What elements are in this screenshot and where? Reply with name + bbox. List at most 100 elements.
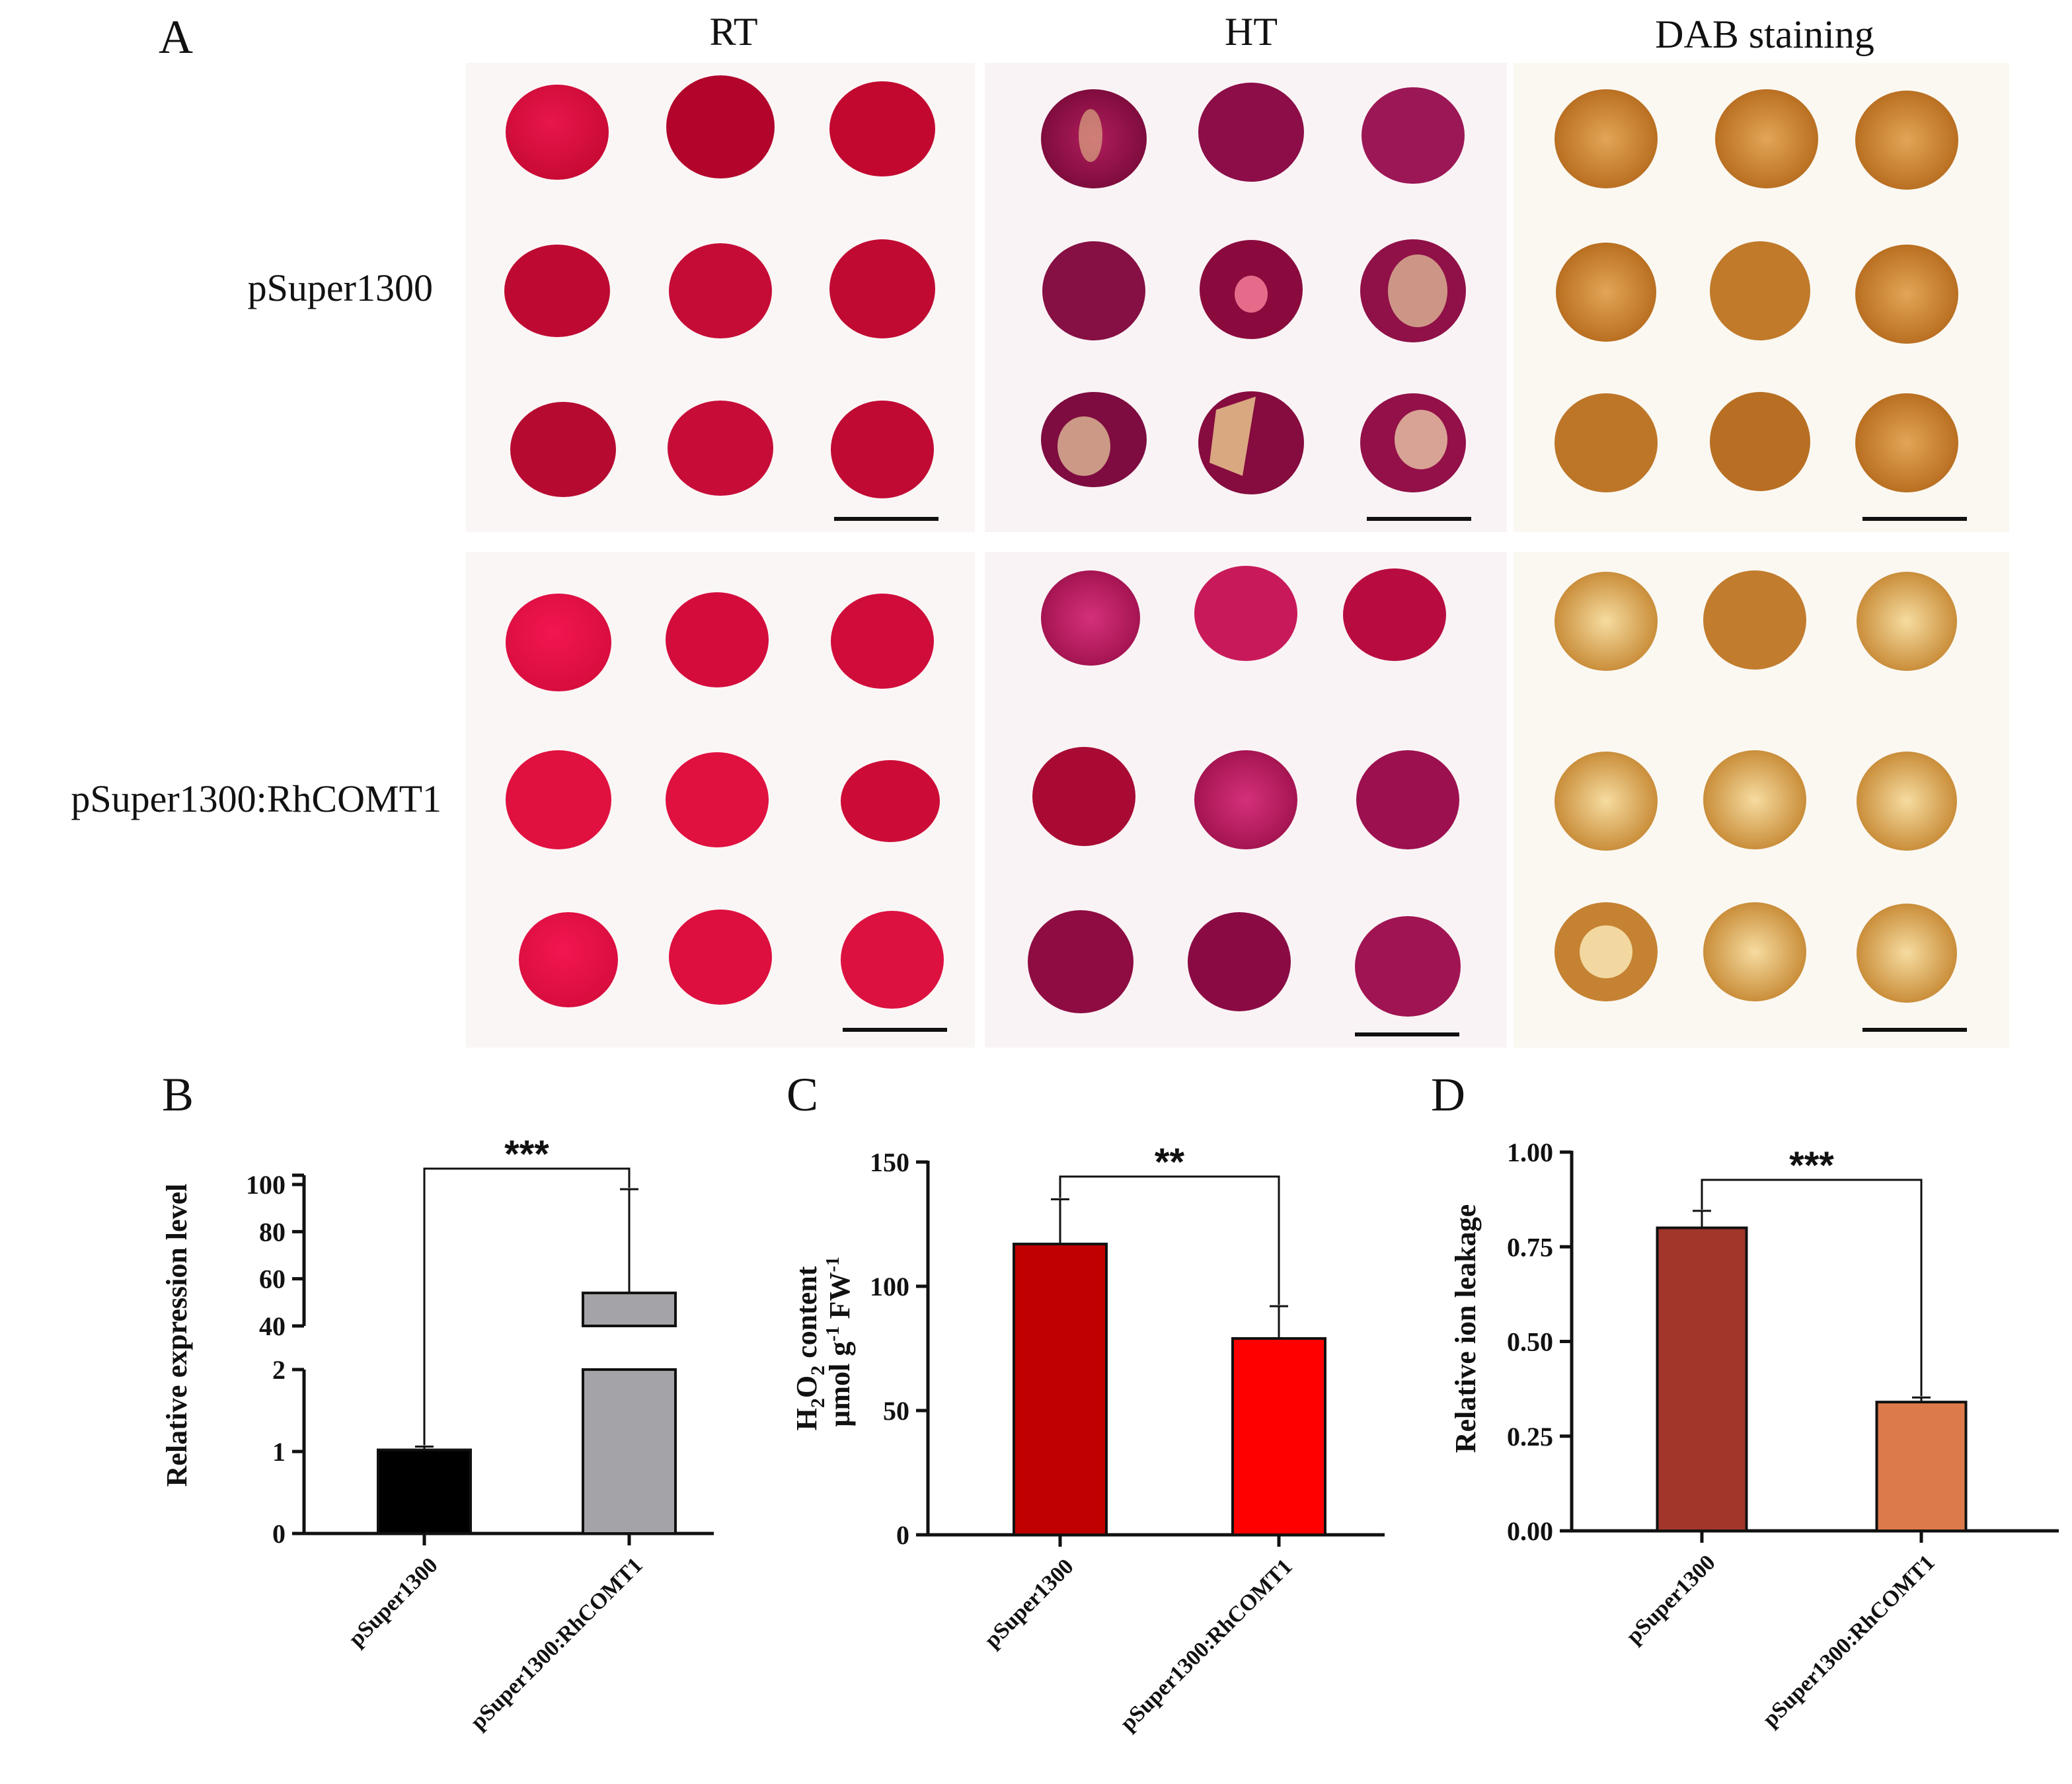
petal-disc [666, 592, 769, 687]
petal-disc [1028, 910, 1133, 1013]
petal-disc [831, 401, 934, 498]
panel-a-letter: A [159, 11, 193, 63]
petal-disc [1855, 245, 1958, 344]
petal-disc [841, 911, 944, 1009]
petal-disc [668, 401, 773, 496]
petal-disc [1554, 752, 1658, 851]
petal-disc [1556, 243, 1656, 342]
petal-disc [666, 75, 775, 178]
b-y-tick-label: 60 [259, 1264, 286, 1294]
petal-disc [1710, 241, 1810, 340]
c-significance-bracket [1059, 1175, 1280, 1305]
petal-disc [1554, 89, 1658, 188]
petal-disc [1857, 572, 1957, 671]
panel-d-chart: D Relative ion leakage 0.00 0.25 0.50 0.75 1… [1431, 1068, 2059, 1732]
panel-b-chart: B Relative expression level 0 1 2 40 60 80 100… [161, 1068, 714, 1734]
petal-disc [841, 760, 940, 842]
c-y-tick-label: 100 [870, 1272, 909, 1301]
petal-disc [1343, 568, 1446, 661]
b-y-tick-label: 0 [272, 1519, 286, 1549]
panel-c-category-label: pSuper1300:RhCOMT1 [1116, 1554, 1297, 1736]
panel-d-axes: 0.00 0.25 0.50 0.75 1.00 [1507, 1138, 2059, 1546]
column-title-ht: HT [1225, 10, 1278, 54]
petal-disc [519, 912, 618, 1007]
petal-disc [1554, 393, 1658, 492]
panel-d-bars [1656, 1179, 1968, 1532]
petal-disc [1857, 904, 1957, 1003]
b-bar-lower [582, 1368, 677, 1535]
petal-discs-dab-control [1554, 89, 1958, 492]
c-bar [1231, 1337, 1326, 1536]
b-significance-bracket [423, 1167, 631, 1446]
petal-disc [1362, 87, 1465, 184]
b-y-tick-label: 1 [272, 1437, 286, 1467]
panel-b-bars [377, 1167, 677, 1535]
petal-discs-ht-control [1041, 83, 1466, 494]
petal-discs-rt-overexpression [506, 592, 944, 1009]
petal-disc [504, 245, 610, 337]
b-y-tick-label: 100 [246, 1170, 286, 1200]
petal-discs-dab-overexpression [1554, 570, 1957, 1003]
panel-d-category-label: pSuper1300 [1622, 1550, 1720, 1648]
c-y-tick-label: 0 [896, 1520, 909, 1550]
d-y-tick-label: 0.25 [1507, 1422, 1553, 1452]
petal-disc [669, 910, 772, 1005]
panel-b-ylabel: Relative expression level [161, 1184, 193, 1487]
petal-disc [1041, 570, 1140, 666]
panel-d-significance: *** [1789, 1144, 1834, 1187]
d-bar [1656, 1226, 1748, 1532]
petal-disc [829, 239, 935, 338]
c-y-tick-label: 150 [870, 1147, 909, 1177]
petal-disc [1042, 241, 1145, 340]
panel-c-letter: C [787, 1068, 818, 1121]
panel-c-bars [1013, 1175, 1326, 1536]
petal-disc [1554, 572, 1658, 671]
petal-disc [1188, 912, 1291, 1011]
column-title-rt: RT [709, 10, 757, 54]
panel-c-category-label: pSuper1300 [980, 1554, 1079, 1652]
petal-disc [1703, 570, 1806, 670]
panel-c-ylabel-line2: µmol g-1 FW-1 [823, 1257, 856, 1427]
panel-c-significance: ** [1155, 1141, 1185, 1184]
petal-disc [1194, 566, 1297, 661]
petal-disc [1703, 750, 1806, 849]
panel-b-letter: B [162, 1068, 194, 1121]
petal-discs-rt-control [504, 75, 935, 498]
c-bar [1013, 1243, 1108, 1536]
d-y-tick-label: 0.50 [1507, 1327, 1553, 1357]
petal-disc [666, 752, 769, 847]
panel-b-category-label: pSuper1300:RhCOMT1 [466, 1553, 648, 1734]
panel-d-ylabel: Relative ion leakage [1449, 1204, 1482, 1453]
petal-discs-ht-overexpression [1028, 566, 1461, 1017]
petal-disc [1857, 752, 1957, 851]
panel-d-category-label: pSuper1300:RhCOMT1 [1758, 1550, 1940, 1732]
petal-disc [829, 81, 935, 176]
d-y-tick-label: 0.00 [1507, 1516, 1553, 1546]
petal-disc [1356, 750, 1459, 849]
column-title-dab: DAB staining [1655, 13, 1874, 56]
petal-disc [506, 594, 611, 691]
petal-disc [1715, 89, 1818, 188]
d-y-tick-label: 0.75 [1507, 1232, 1553, 1262]
row-title-control: pSuper1300 [248, 266, 433, 309]
petal-disc [669, 243, 772, 338]
b-y-tick-label: 2 [272, 1355, 286, 1385]
c-y-tick-label: 50 [883, 1396, 909, 1426]
scale-bars [834, 517, 1967, 1036]
petal-disc [831, 594, 934, 689]
petal-disc [1194, 750, 1297, 849]
b-y-tick-label: 40 [259, 1311, 286, 1341]
d-y-tick-label: 1.00 [1507, 1138, 1553, 1167]
d-significance-bracket [1701, 1179, 1923, 1397]
petal-disc [1355, 916, 1461, 1017]
panel-b-axes: 0 1 2 40 60 80 100 [246, 1170, 714, 1549]
petal-disc [506, 85, 609, 180]
d-bar [1875, 1401, 1968, 1532]
petal-disc [1855, 393, 1958, 492]
petal-disc [1198, 83, 1304, 182]
row-title-overexpression: pSuper1300:RhCOMT1 [71, 777, 441, 820]
petal-disc [506, 750, 611, 849]
petal-disc [1703, 902, 1806, 1001]
